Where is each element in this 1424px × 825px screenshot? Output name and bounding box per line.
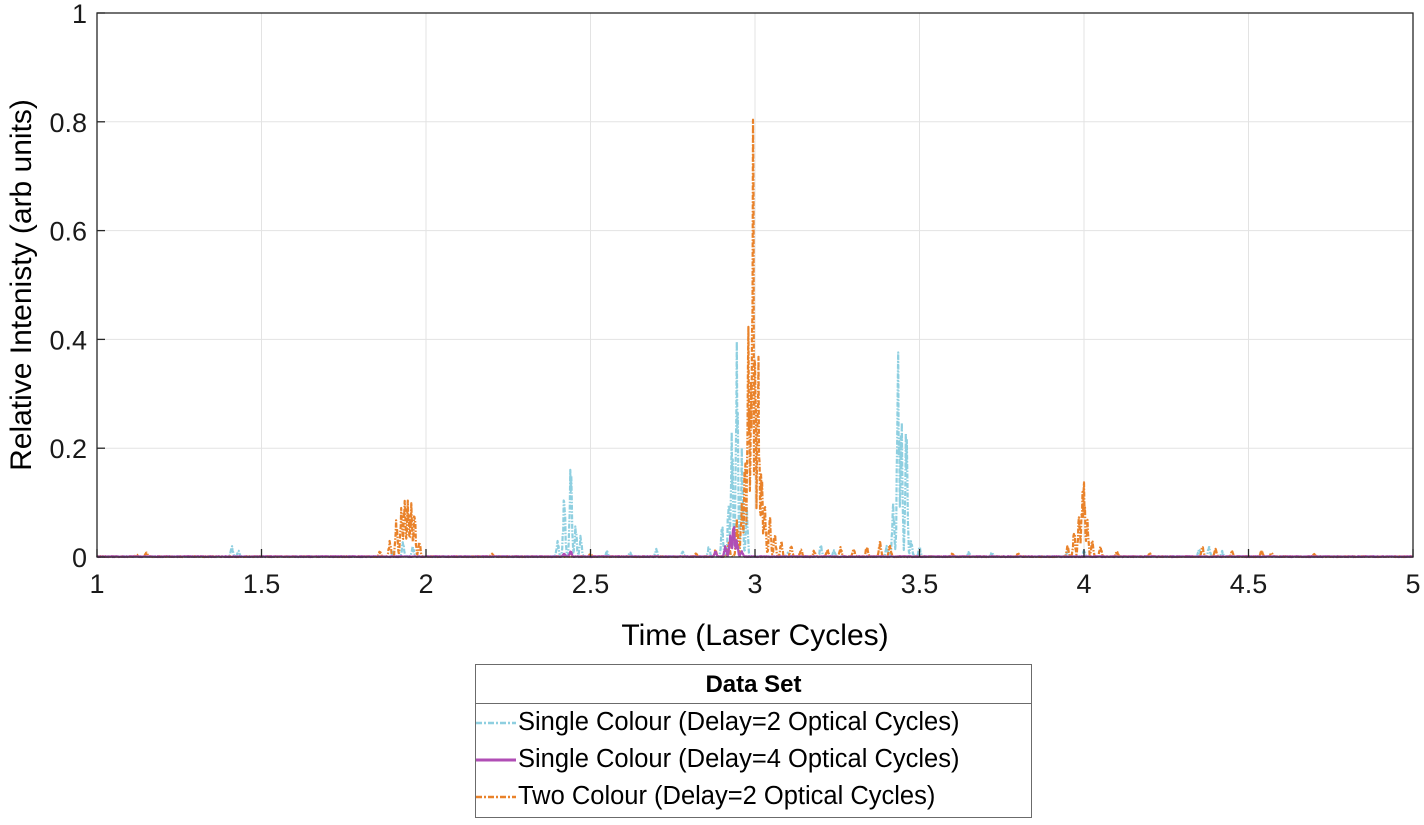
axis-ticks: 1 1.5 2 2.5 3 3.5 4 4.5 5 0 0.2 0.4 0.6 0.8 1 [49,0,1420,599]
y-tick-label: 0.4 [49,325,87,355]
grid-lines [97,13,1413,557]
legend-item-two-colour-delay-2[interactable]: Two Colour (Delay=2 Optical Cycles) [476,778,1031,815]
dash-dot-line-swatch-icon [476,792,516,802]
x-tick-label: 1.5 [243,569,281,599]
x-tick-label: 1 [89,569,104,599]
y-tick-label: 0.2 [49,434,87,464]
x-tick-label: 3.5 [901,569,939,599]
y-axis-title: Relative Intenisty (arb units) [5,99,38,471]
legend-label: Single Colour (Delay=2 Optical Cycles) [518,708,960,736]
y-tick-label: 0.6 [49,217,87,247]
x-tick-label: 4 [1076,569,1091,599]
legend-title: Data Set [476,665,1031,704]
y-tick-label: 1 [72,0,87,29]
dash-dot-line-swatch-icon [476,718,516,728]
x-tick-label: 2.5 [572,569,610,599]
chart-plot: 1 1.5 2 2.5 3 3.5 4 4.5 5 0 0.2 0.4 0.6 0.8 1 Time (La… [5,0,1421,652]
legend-label: Two Colour (Delay=2 Optical Cycles) [518,782,936,810]
legend: Data Set Single Colour (Delay=2 Optical … [475,664,1032,818]
x-tick-label: 4.5 [1230,569,1268,599]
x-tick-label: 5 [1405,569,1420,599]
y-tick-label: 0 [72,543,87,573]
legend-item-single-colour-delay-4[interactable]: Single Colour (Delay=4 Optical Cycles) [476,741,1031,778]
y-tick-label: 0.8 [49,108,87,138]
legend-label: Single Colour (Delay=4 Optical Cycles) [518,745,960,773]
x-tick-label: 3 [747,569,762,599]
legend-item-single-colour-delay-2[interactable]: Single Colour (Delay=2 Optical Cycles) [476,704,1031,741]
x-tick-label: 2 [418,569,433,599]
x-axis-title: Time (Laser Cycles) [621,619,888,652]
solid-line-swatch-icon [476,755,516,765]
